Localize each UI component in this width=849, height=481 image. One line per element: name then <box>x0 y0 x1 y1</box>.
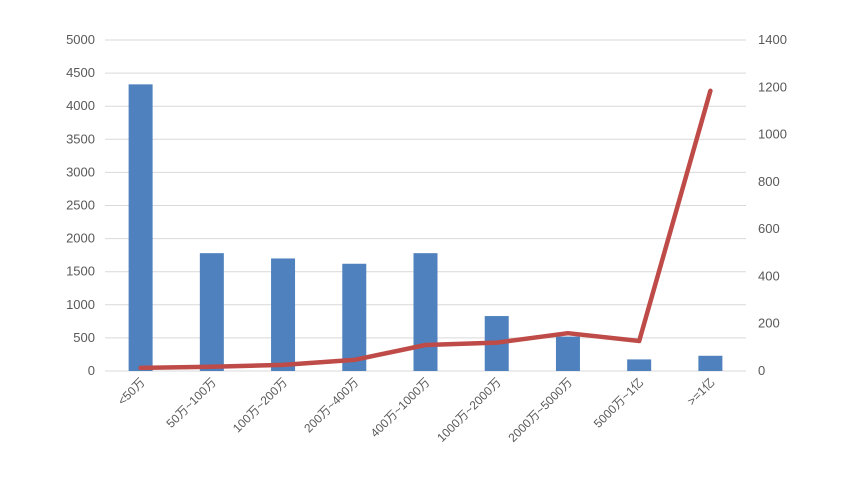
y-axis-left-tick-label: 4500 <box>66 65 95 80</box>
y-axis-right-tick-label: 0 <box>758 363 765 378</box>
y-axis-left-tick-label: 500 <box>73 330 95 345</box>
y-axis-left-tick-label: 5000 <box>66 32 95 47</box>
bar <box>199 253 224 371</box>
y-axis-left-tick-label: 2500 <box>66 198 95 213</box>
bar <box>698 355 723 371</box>
y-axis-left-tick-label: 0 <box>88 363 95 378</box>
y-axis-left-tick-label: 2000 <box>66 231 95 246</box>
bar <box>342 263 367 371</box>
x-axis-tick-label: 5000万~1亿 <box>590 375 646 431</box>
bar <box>627 359 652 371</box>
x-axis-tick-label: 1000万~2000万 <box>434 375 504 445</box>
y-axis-left-tick-label: 1000 <box>66 297 95 312</box>
x-axis-tick-label: 100万~200万 <box>230 375 290 435</box>
y-axis-right-tick-label: 1400 <box>758 32 787 47</box>
trend-line <box>138 88 713 371</box>
x-axis-tick-label: <50万 <box>115 375 148 408</box>
y-axis-left-tick-label: 3000 <box>66 164 95 179</box>
y-axis-left-tick-label: 4000 <box>66 98 95 113</box>
bar <box>271 258 296 371</box>
y-axis-right-tick-label: 600 <box>758 221 780 236</box>
x-axis-tick-label: 400万~1000万 <box>368 375 433 440</box>
x-axis-tick-label: 50万~100万 <box>164 375 219 430</box>
y-axis-right-tick-label: 1200 <box>758 79 787 94</box>
bar <box>413 253 438 371</box>
y-axis-right-tick-label: 800 <box>758 174 780 189</box>
y-axis-right-tick-label: 200 <box>758 316 780 331</box>
y-axis-right-tick-label: 1000 <box>758 127 787 142</box>
y-axis-left-tick-label: 3500 <box>66 131 95 146</box>
x-axis-tick-label: 200万~400万 <box>301 375 361 435</box>
bar <box>555 336 580 371</box>
x-axis-tick-label: >=1亿 <box>684 375 718 409</box>
bar <box>128 84 153 371</box>
x-axis-tick-label: 2000万~5000万 <box>505 375 575 445</box>
y-axis-right-tick-label: 400 <box>758 268 780 283</box>
y-axis-left-tick-label: 1500 <box>66 264 95 279</box>
